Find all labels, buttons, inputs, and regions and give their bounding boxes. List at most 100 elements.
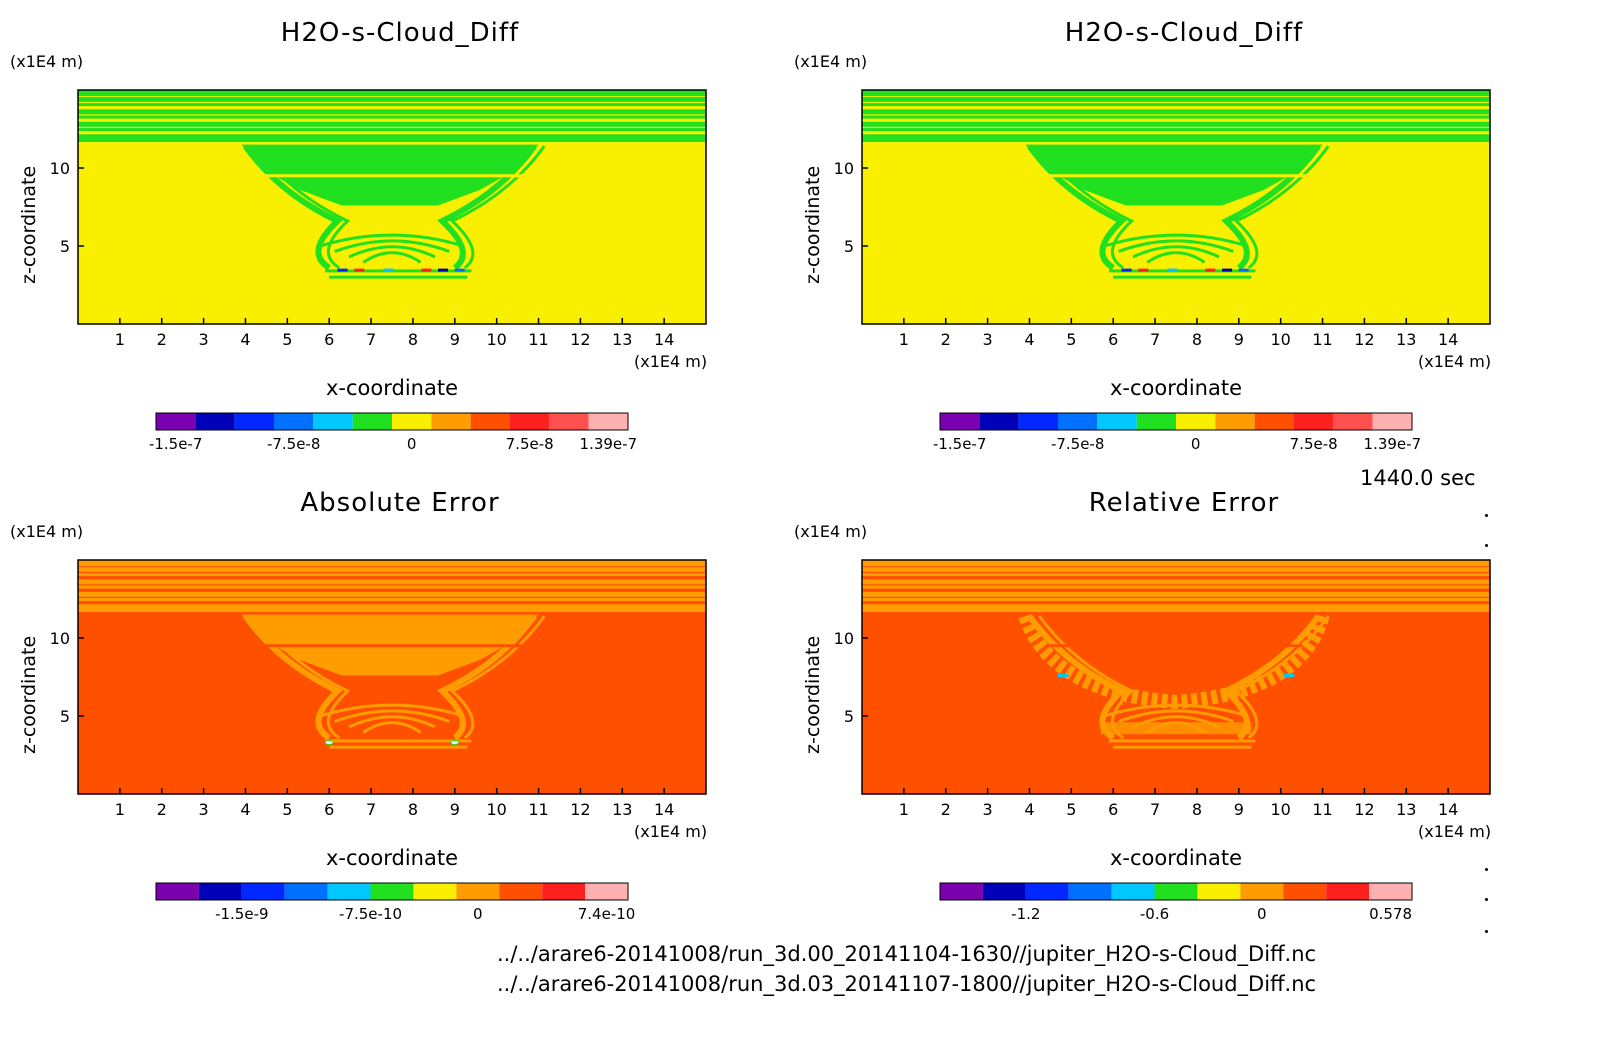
y-tick-label: 10	[834, 629, 854, 648]
colorbar-segment	[313, 413, 353, 430]
cloud-base	[1109, 269, 1256, 273]
x-tick-label: 8	[408, 330, 418, 349]
cloud-arc	[348, 245, 436, 259]
field-band	[78, 598, 706, 602]
field-band	[78, 134, 706, 140]
colorbar-segment	[510, 413, 550, 430]
colorbar-segment	[1240, 883, 1284, 900]
x-tick-label: 9	[450, 330, 460, 349]
colorbar-segment	[470, 413, 510, 430]
field-band	[862, 591, 1490, 597]
x-tick-label: 1	[899, 330, 909, 349]
cloud-feature	[454, 268, 465, 272]
colorbar-segment	[1068, 883, 1112, 900]
field-band	[78, 591, 706, 597]
field-band	[862, 598, 1490, 602]
colorbar-segment	[1333, 413, 1373, 430]
x-tick-label: 7	[366, 800, 376, 819]
x-tick-label: 2	[157, 800, 167, 819]
colorbar-segment	[542, 883, 586, 900]
x-tick-label: 12	[1354, 800, 1374, 819]
x-tick-label: 6	[324, 330, 334, 349]
error-spot	[324, 740, 334, 746]
field-band	[862, 134, 1490, 140]
colorbar-label: 0	[473, 905, 483, 923]
cloud-feature	[1222, 268, 1233, 272]
cloud-arm	[254, 615, 351, 740]
plot-frame	[77, 559, 707, 795]
colorbar-segment	[979, 413, 1019, 430]
field-band	[862, 103, 1490, 107]
colorbar-segment	[413, 883, 457, 900]
colorbar-segment	[431, 413, 471, 430]
field-band	[862, 138, 1490, 142]
field-band	[78, 560, 706, 566]
field-band	[862, 573, 1490, 577]
y-unit-label: (x1E4 m)	[10, 52, 84, 71]
colorbar-segment	[1025, 883, 1069, 900]
field-band	[78, 128, 706, 132]
field-band	[862, 128, 1490, 132]
cloud-arc	[1132, 245, 1220, 259]
x-unit-label: (x1E4 m)	[634, 352, 708, 371]
error-ring	[1018, 613, 1330, 709]
x-tick-label: 5	[1066, 800, 1076, 819]
colorbar-segment	[156, 413, 196, 430]
cloud-base	[329, 275, 468, 279]
cloud-line	[262, 644, 522, 648]
cloud-arm	[449, 615, 546, 740]
colorbar-segment	[1136, 413, 1176, 430]
x-tick-label: 6	[324, 800, 334, 819]
colorbar-segment	[1215, 413, 1255, 430]
x-tick-label: 14	[654, 800, 674, 819]
field-band	[78, 566, 706, 572]
cloud-base	[1109, 739, 1256, 743]
field-band	[78, 115, 706, 119]
decor-dot	[1485, 544, 1488, 547]
x-tick-label: 10	[486, 330, 506, 349]
x-tick-label: 11	[528, 800, 548, 819]
y-tick-label: 5	[60, 707, 70, 726]
colorbar-frame	[155, 882, 629, 901]
colorbar-segment	[195, 413, 235, 430]
colorbar-segment	[352, 413, 392, 430]
plot-frame	[77, 89, 707, 325]
colorbar-segment	[1018, 413, 1058, 430]
colorbar-segment	[549, 413, 589, 430]
field-band	[862, 121, 1490, 127]
x-tick-label: 10	[1270, 330, 1290, 349]
colorbar-segment	[1197, 883, 1241, 900]
x-unit-label: (x1E4 m)	[1418, 352, 1492, 371]
field-band	[78, 573, 706, 577]
cloud-arm	[1233, 145, 1330, 270]
x-tick-label: 7	[1150, 800, 1160, 819]
x-tick-label: 12	[570, 330, 590, 349]
x-tick-label: 11	[1312, 330, 1332, 349]
x-tick-label: 5	[282, 330, 292, 349]
x-tick-label: 13	[612, 330, 632, 349]
cloud-arc	[1118, 239, 1234, 253]
field-band	[78, 585, 706, 589]
y-unit-label: (x1E4 m)	[794, 522, 868, 541]
colorbar-segment	[284, 883, 328, 900]
plot-frame	[861, 89, 1491, 325]
cloud-feature	[383, 268, 394, 272]
chart-title: H2O-s-Cloud_Diff	[280, 18, 520, 48]
colorbar-segment	[1254, 413, 1294, 430]
colorbar-segment	[241, 883, 285, 900]
x-axis-label: x-coordinate	[1109, 376, 1242, 400]
colorbar-label: -0.6	[1140, 905, 1169, 923]
x-tick-label: 6	[1108, 330, 1118, 349]
x-tick-label: 13	[1396, 330, 1416, 349]
colorbar-segment	[585, 883, 628, 900]
field-band	[862, 608, 1490, 612]
x-tick-label: 10	[1270, 800, 1290, 819]
colorbar-label: -1.5e-9	[215, 905, 268, 923]
file-path-2: ../../arare6-20141008/run_3d.03_20141107…	[497, 972, 1317, 996]
colorbar-segment	[940, 413, 980, 430]
cloud-feature	[438, 268, 449, 272]
x-tick-label: 5	[282, 800, 292, 819]
colorbar-segment	[940, 883, 983, 900]
